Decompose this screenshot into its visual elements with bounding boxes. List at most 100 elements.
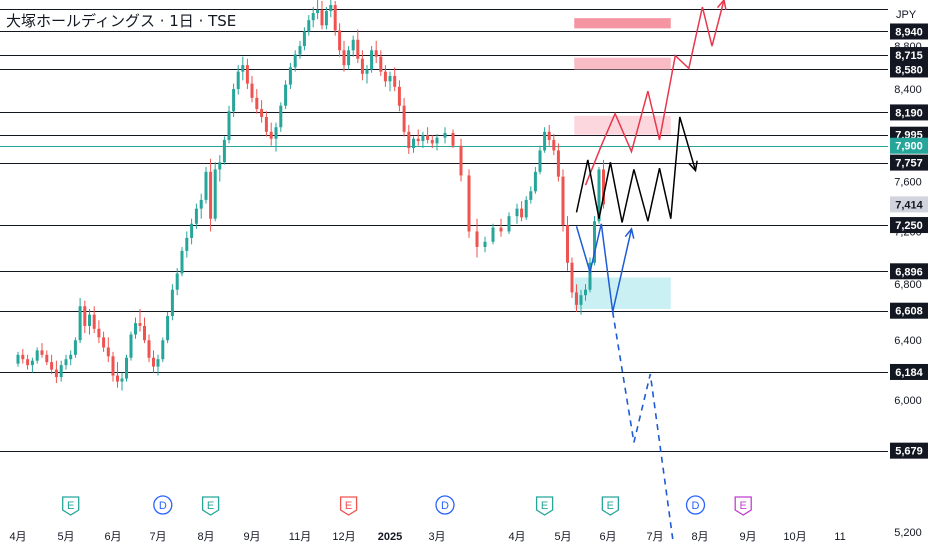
candle	[209, 171, 213, 219]
level-price-label-bg	[890, 217, 928, 234]
level-price-label: 6,896	[895, 266, 923, 278]
candle	[316, 10, 320, 14]
candle	[435, 137, 439, 144]
event-marker-d[interactable]: D	[435, 495, 455, 515]
event-badge	[685, 495, 706, 515]
time-tick-label: 8月	[691, 531, 708, 543]
candle	[416, 138, 420, 142]
event-marker-e[interactable]: E	[535, 496, 554, 516]
candle	[533, 171, 537, 192]
candle	[218, 162, 222, 170]
event-letter: E	[345, 500, 352, 512]
candle	[538, 150, 542, 172]
candle	[575, 292, 578, 305]
event-marker-d[interactable]: D	[153, 495, 173, 515]
level-price-label-bg	[890, 47, 928, 64]
candle	[245, 65, 249, 84]
candle	[374, 50, 378, 57]
candle	[360, 58, 364, 74]
time-tick-label: 6月	[104, 531, 121, 543]
candle	[543, 131, 547, 151]
candle	[45, 354, 49, 363]
candle	[311, 13, 315, 21]
level-price-label: 5,679	[895, 446, 923, 458]
candle	[333, 5, 337, 31]
candle	[134, 323, 137, 335]
candle	[236, 71, 240, 90]
event-letter: D	[692, 500, 700, 512]
currency-label[interactable]: JPY	[896, 9, 917, 21]
candle	[302, 31, 306, 47]
candle	[180, 250, 184, 274]
candle	[588, 262, 592, 290]
candle	[421, 135, 425, 142]
target-zone	[574, 115, 671, 135]
candle	[443, 132, 447, 138]
candle	[393, 75, 397, 87]
level-price-label: 6,184	[895, 367, 923, 379]
candles	[16, 0, 605, 391]
candle	[156, 359, 160, 367]
candle	[529, 191, 533, 200]
candle	[232, 89, 236, 112]
event-letter: D	[441, 500, 449, 512]
price-tick-label: 6,800	[894, 279, 922, 291]
projection-paths	[575, 0, 727, 542]
event-marker-e[interactable]: E	[339, 496, 358, 516]
time-tick-label: 11	[834, 531, 845, 543]
candle	[566, 225, 569, 263]
event-marker-e[interactable]: E	[601, 496, 619, 516]
candle	[40, 350, 44, 355]
time-tick-label: 4月	[9, 531, 26, 543]
time-tick-label: 4月	[508, 531, 525, 543]
candle	[78, 306, 82, 341]
candle	[383, 71, 387, 82]
candle	[69, 354, 73, 360]
candle	[199, 199, 203, 209]
candle	[129, 334, 133, 358]
level-price-label: 8,190	[895, 107, 923, 119]
marker-price-label-bg	[890, 137, 928, 154]
price-tick-label: 5,200	[894, 527, 922, 539]
last-price-label-bg	[890, 196, 928, 213]
candle	[459, 145, 463, 176]
candle	[97, 328, 101, 338]
candle	[284, 84, 288, 106]
candle	[255, 97, 259, 110]
event-badge	[62, 496, 80, 516]
event-letter: E	[607, 500, 614, 512]
level-price-label-bg	[890, 104, 928, 121]
time-tick-label: 12月	[332, 531, 355, 543]
target-zone	[574, 57, 671, 70]
candle	[194, 208, 198, 224]
candle	[264, 116, 268, 132]
candle	[475, 231, 479, 247]
level-price-label: 7,757	[895, 158, 923, 170]
projection-path	[611, 311, 674, 542]
candle	[338, 30, 342, 51]
candle	[161, 340, 165, 360]
candle	[222, 139, 226, 163]
candle	[379, 56, 383, 72]
candle	[552, 139, 556, 151]
candle	[92, 314, 96, 329]
event-badge	[153, 495, 173, 515]
event-marker-e[interactable]: E	[62, 496, 80, 516]
candle	[570, 262, 574, 293]
candle	[30, 360, 34, 366]
event-marker-e[interactable]: E	[201, 496, 220, 516]
event-marker-e[interactable]: E	[734, 496, 752, 516]
candle	[111, 356, 115, 376]
event-badge	[201, 496, 220, 516]
price-tick-label: 7,600	[894, 176, 922, 188]
candle	[152, 357, 155, 367]
candle	[524, 199, 528, 218]
candle	[125, 357, 128, 379]
level-price-label-bg	[890, 263, 928, 280]
event-marker-d[interactable]: D	[685, 495, 706, 515]
candle	[597, 169, 601, 222]
candle	[579, 295, 583, 305]
candle	[16, 354, 20, 364]
